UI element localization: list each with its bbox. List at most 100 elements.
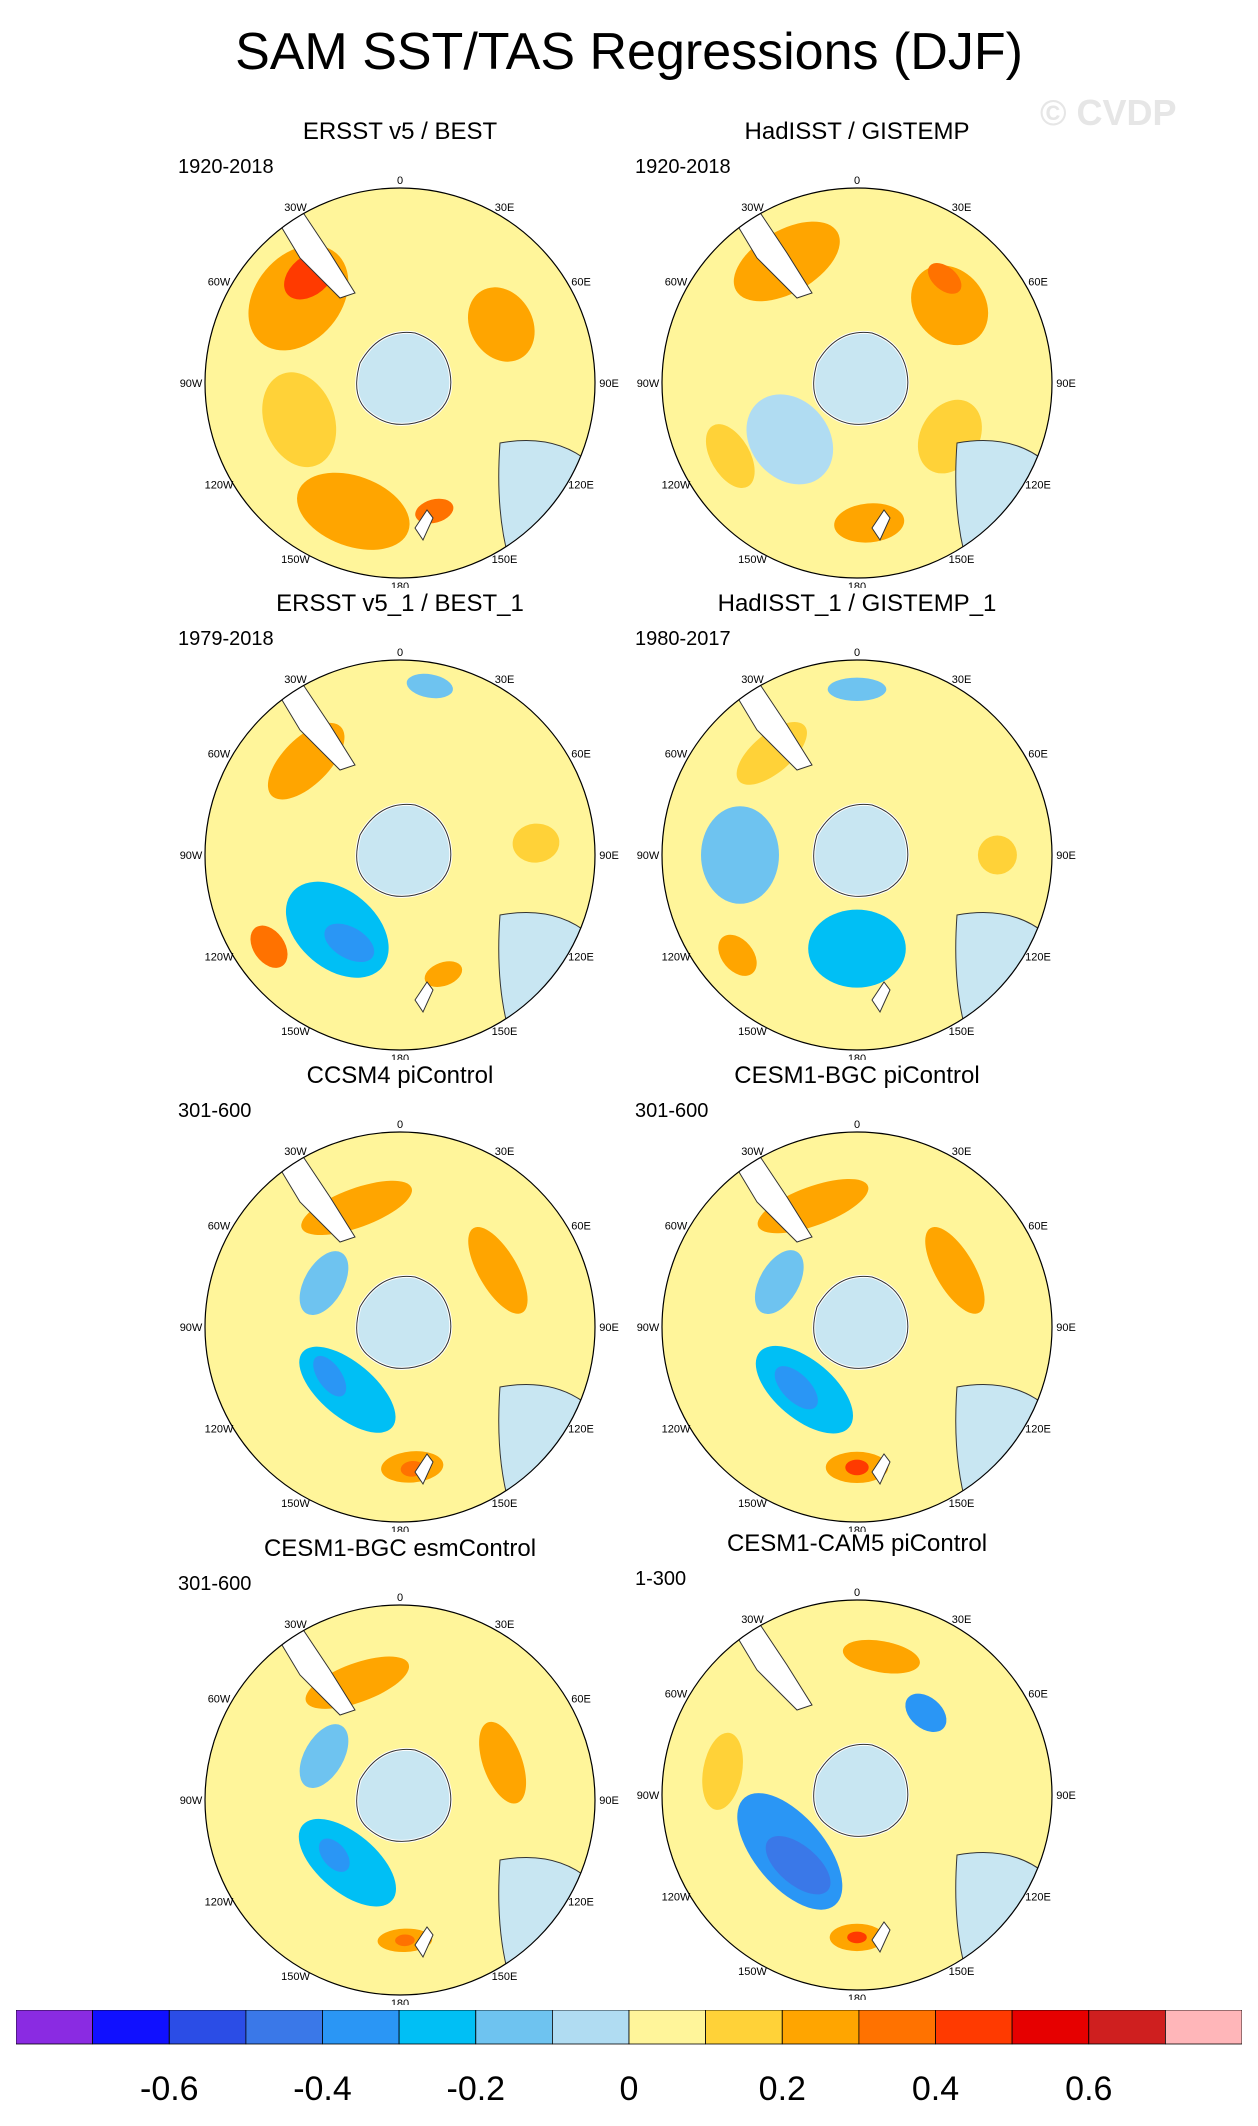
- longitude-label: 30W: [741, 1614, 764, 1626]
- anomaly-region: [395, 1934, 415, 1947]
- antarctica-coastline: [356, 1748, 452, 1842]
- colorbar-tick-label: -0.2: [447, 2070, 506, 2108]
- anomaly-region: [468, 1227, 528, 1314]
- colorbar-tick-label: -0.6: [140, 2070, 199, 2108]
- longitude-label: 120E: [568, 952, 594, 964]
- new-zealand-landmass: [414, 1453, 434, 1486]
- longitude-label: 60E: [571, 1694, 591, 1706]
- anomaly-region: [299, 1724, 349, 1789]
- longitude-label: 90W: [637, 1322, 660, 1334]
- colorbar-tick-label: 0.2: [759, 2070, 806, 2108]
- anomaly-region: [297, 472, 410, 550]
- longitude-label: 30E: [952, 202, 972, 214]
- longitude-label: 150W: [738, 1966, 767, 1978]
- panel-title: CESM1-CAM5 piControl: [726, 1530, 988, 1557]
- antarctica-coastline: [813, 803, 909, 897]
- longitude-label: 150W: [738, 1498, 767, 1510]
- africa-landmass: [916, 660, 978, 677]
- colorbar-box: [628, 2010, 706, 2045]
- anomaly-region: [718, 934, 757, 976]
- longitude-label: 120W: [205, 952, 234, 964]
- longitude-label: 60W: [665, 1221, 688, 1233]
- new-zealand-landmass: [871, 981, 891, 1014]
- colorbar-box: [168, 2010, 247, 2045]
- anomaly-region: [262, 372, 337, 468]
- longitude-label: 60E: [571, 277, 591, 289]
- longitude-label: 90W: [180, 1322, 203, 1334]
- longitude-label: 120E: [1025, 952, 1051, 964]
- panel-title: ERSST v5 / BEST: [302, 118, 498, 145]
- longitude-label: 60W: [208, 1221, 231, 1233]
- australia-landmass: [955, 1852, 1048, 1978]
- longitude-label: 90W: [637, 1790, 660, 1802]
- colorbar-tick-label: 0.4: [912, 2070, 959, 2108]
- anomaly-region: [299, 1251, 349, 1316]
- longitude-label: 90E: [599, 850, 619, 862]
- new-zealand-landmass: [414, 1926, 434, 1959]
- longitude-label: 90E: [599, 378, 619, 390]
- longitude-label: 150E: [492, 1498, 518, 1510]
- longitude-label: 120W: [662, 1424, 691, 1436]
- map-panel: CESM1-BGC piControl 301-600 0 30E 60E 90E 12…: [627, 1062, 1087, 1532]
- longitude-label: 120W: [205, 480, 234, 492]
- anomaly-region: [250, 925, 288, 968]
- longitude-label: 30E: [952, 674, 972, 686]
- longitude-label: 120E: [568, 1897, 594, 1909]
- longitude-label: 30E: [495, 1146, 515, 1158]
- colorbar-box: [398, 2010, 477, 2045]
- polar-map: 0 30E 60E 90E 120E 150E 180 150W 120W 90W 60W 30W: [637, 647, 1076, 1060]
- africa-landmass: [916, 1600, 978, 1617]
- anomaly-region: [447, 357, 507, 436]
- map-border: [661, 659, 1053, 1051]
- polar-map: 0 30E 60E 90E 120E 150E 180 150W 120W 90W 60W 30W: [180, 647, 619, 1060]
- longitude-label: 90W: [637, 850, 660, 862]
- colorbar-box: [245, 2010, 323, 2045]
- colorbar-box: [1088, 2010, 1166, 2045]
- longitude-label: 150E: [949, 554, 975, 566]
- colorbar-box: [1165, 2010, 1242, 2045]
- longitude-label: 90W: [180, 850, 203, 862]
- longitude-label: 90E: [1056, 378, 1076, 390]
- australia-landmass: [498, 1384, 591, 1510]
- longitude-label: 60E: [1028, 749, 1048, 761]
- colorbar: -0.6 -0.4 -0.2 0 0.2 0.4 0.6: [16, 2010, 1242, 2108]
- longitude-label: 180: [391, 1998, 409, 2005]
- map-border: [204, 659, 596, 1051]
- panel-period: 1-300: [635, 1568, 687, 1590]
- panel-title: HadISST_1 / GISTEMP_1: [717, 590, 997, 617]
- longitude-label: 180: [391, 581, 409, 588]
- longitude-label: 60W: [665, 749, 688, 761]
- map-border: [661, 187, 1053, 579]
- polar-map: 0 30E 60E 90E 120E 150E 180 150W 120W 90W 60W 30W: [637, 1119, 1076, 1532]
- colorbar-box: [475, 2010, 553, 2045]
- longitude-label: 150W: [281, 554, 310, 566]
- anomaly-region: [406, 673, 453, 699]
- anomaly-region: [977, 835, 1017, 875]
- longitude-label: 60W: [208, 749, 231, 761]
- new-zealand-landmass: [871, 1453, 891, 1486]
- longitude-label: 150E: [492, 554, 518, 566]
- anomaly-region: [827, 677, 887, 701]
- africa-landmass: [916, 1132, 978, 1149]
- map-border: [661, 1131, 1053, 1523]
- anomaly-region: [808, 909, 906, 988]
- longitude-label: 150E: [492, 1026, 518, 1038]
- antarctica-coastline: [356, 803, 452, 897]
- longitude-label: 120W: [205, 1424, 234, 1436]
- longitude-label: 180: [848, 581, 866, 588]
- longitude-label: 0: [397, 647, 403, 659]
- longitude-label: 180: [848, 1993, 866, 2000]
- longitude-label: 120W: [205, 1897, 234, 1909]
- longitude-label: 90E: [599, 1322, 619, 1334]
- longitude-label: 30E: [952, 1614, 972, 1626]
- longitude-label: 30W: [284, 1146, 307, 1158]
- anomaly-region: [927, 262, 962, 294]
- colorbar-box: [16, 2010, 93, 2045]
- longitude-label: 180: [391, 1053, 409, 1060]
- longitude-label: 90E: [1056, 850, 1076, 862]
- map-border: [204, 1131, 596, 1523]
- colorbar-box: [781, 2010, 860, 2045]
- australia-landmass: [498, 440, 591, 566]
- map-panel: HadISST_1 / GISTEMP_1 1980-2017 0 30E 60E 9…: [627, 590, 1087, 1060]
- anomaly-region: [512, 823, 560, 863]
